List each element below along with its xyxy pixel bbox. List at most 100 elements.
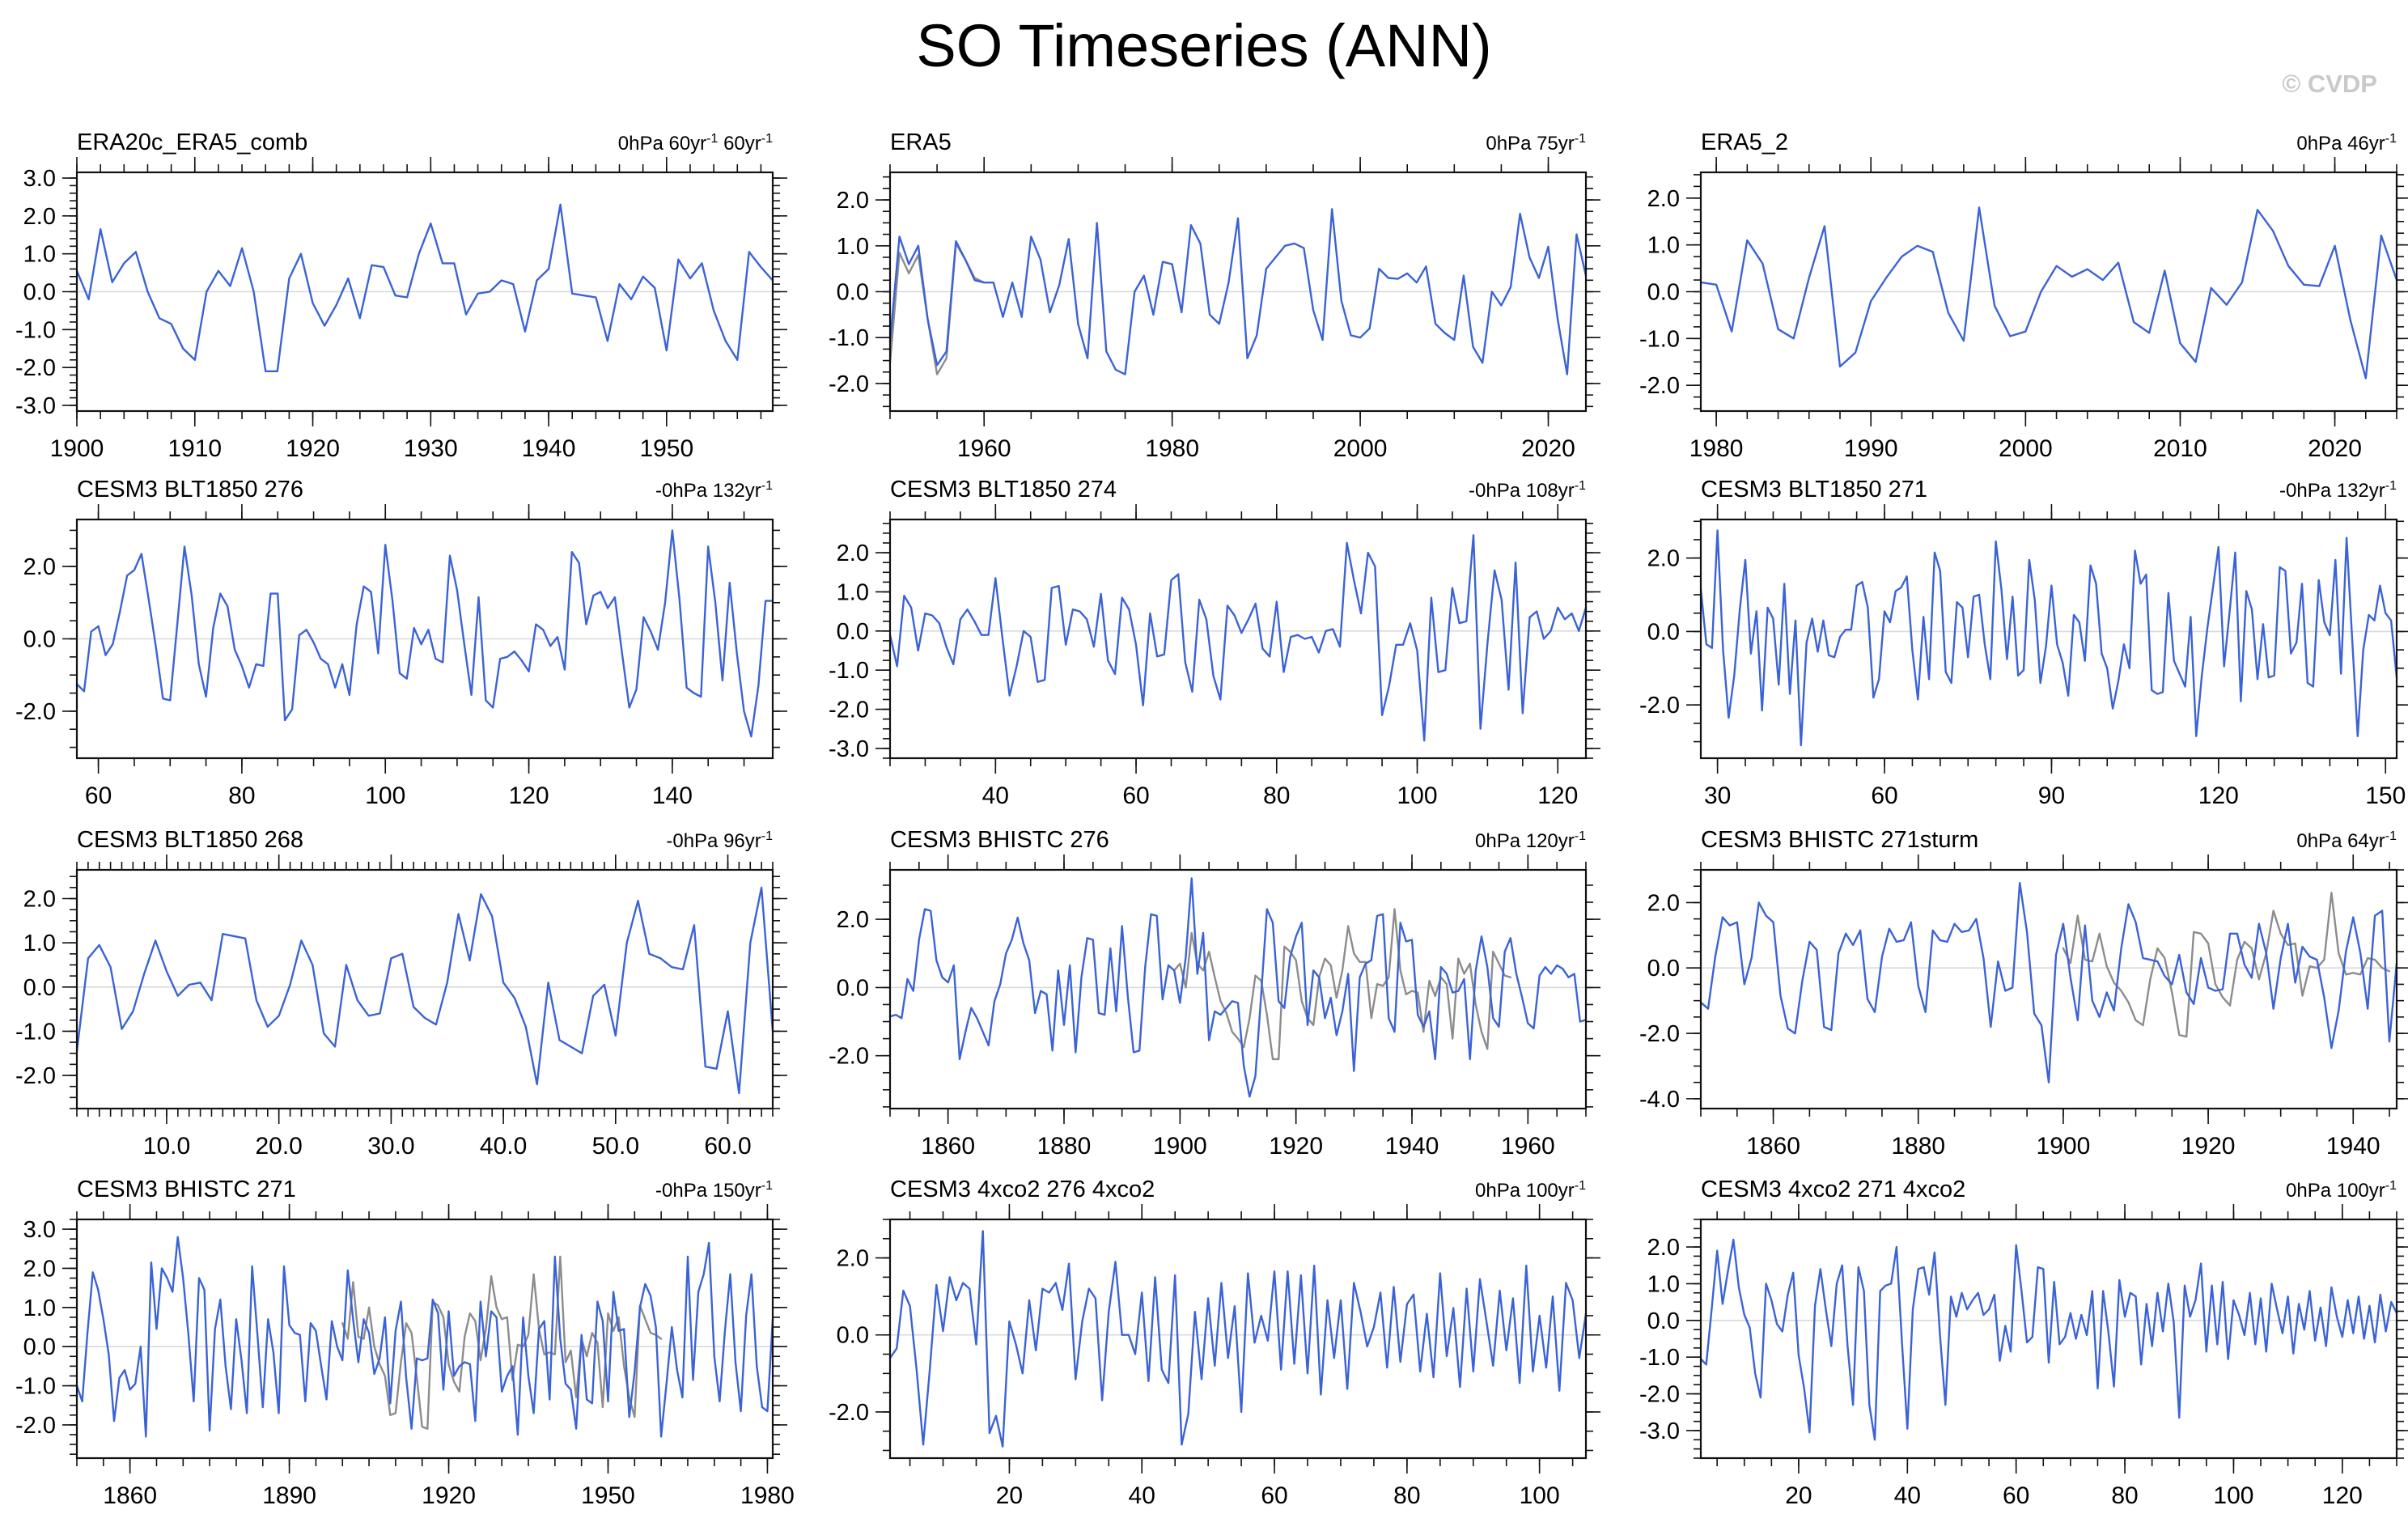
y-tick-label: -1.0 (1639, 1345, 1680, 1371)
y-tick-label: 2.0 (837, 188, 869, 214)
y-tick-label: 0.0 (837, 619, 869, 645)
x-tick-label: 80 (1263, 782, 1290, 809)
x-tick-label: 20 (996, 1482, 1023, 1509)
x-tick-label: 1950 (639, 435, 693, 462)
y-tick-label: -3.0 (15, 393, 56, 419)
y-tick-label: -2.0 (1639, 1021, 1680, 1047)
x-tick-label: 60 (2003, 1482, 2029, 1509)
panel-trend-annotation: 0hPa 46yr-1 (2296, 132, 2397, 155)
x-tick-label: 1860 (103, 1482, 157, 1509)
x-tick-label: 1950 (581, 1482, 635, 1509)
x-tick-label: 1900 (2037, 1133, 2091, 1160)
x-tick-label: 1930 (404, 435, 458, 462)
timeseries-line (1699, 206, 2398, 380)
timeseries-line (75, 1236, 774, 1438)
panel-title: CESM3 BLT1850 276 (77, 477, 303, 502)
y-tick-label: 0.0 (23, 1334, 56, 1360)
panel-title: CESM3 BHISTC 271 (77, 1177, 296, 1202)
panel-title: CESM3 BLT1850 271 (1701, 477, 1927, 502)
timeseries-line (888, 534, 1588, 742)
chart-panel: 20 40 60 80 100 120 2.0 1.0 0.0 -1.0 -2.0 -3.0 CESM3… (1639, 1177, 2408, 1509)
x-tick-label: 120 (1537, 782, 1578, 809)
y-tick-label: 0.0 (1647, 1308, 1680, 1334)
y-tick-label: 0.0 (837, 280, 869, 306)
y-tick-label: 0.0 (23, 975, 56, 1001)
x-tick-label: 2020 (1521, 435, 1575, 462)
y-tick-label: 3.0 (23, 1217, 56, 1243)
x-tick-label: 100 (1520, 1482, 1560, 1509)
y-tick-label: 2.0 (837, 907, 869, 933)
panel-title: CESM3 BHISTC 276 (890, 827, 1109, 853)
timeseries-line-secondary (341, 1255, 663, 1430)
chart-panel: 40 60 80 100 120 2.0 1.0 0.0 -1.0 -2.0 -3.0 CESM3 B… (829, 477, 1600, 809)
x-tick-label: 2000 (1999, 435, 2053, 462)
y-tick-label: -1.0 (1639, 326, 1680, 352)
x-tick-label: 40 (1894, 1482, 1921, 1509)
panel-trend-annotation: 0hPa 120yr-1 (1475, 829, 1586, 852)
chart-panel: 10.0 20.0 30.0 40.0 50.0 60.0 2.0 1.0 0.0 -1.0 -2.… (15, 827, 787, 1160)
y-tick-label: 0.0 (23, 280, 56, 306)
x-tick-label: 40 (982, 782, 1009, 809)
y-tick-label: 0.0 (1647, 619, 1680, 645)
x-tick-label: 1900 (50, 435, 104, 462)
y-tick-label: 0.0 (23, 627, 56, 653)
x-tick-label: 1960 (1501, 1133, 1555, 1160)
y-tick-label: 1.0 (23, 931, 56, 956)
y-tick-label: -1.0 (829, 325, 869, 351)
y-tick-label: 2.0 (837, 1246, 869, 1272)
chart-panel: 1860 1890 1920 1950 1980 3.0 2.0 1.0 0.0 -1.0 -2.0… (15, 1177, 795, 1509)
y-tick-label: -3.0 (829, 736, 869, 762)
timeseries-line (1699, 529, 2398, 747)
page-title: SO Timeseries (ANN) (916, 12, 1492, 79)
y-tick-label: 3.0 (23, 166, 56, 192)
timeseries-line-secondary (1173, 908, 1511, 1061)
panel-trend-annotation: 0hPa 60yr-1 60yr-1 (618, 132, 773, 155)
chart-panel: 1960 1980 2000 2020 2.0 1.0 0.0 -1.0 -2.0 ERA5 0hP… (829, 129, 1600, 462)
x-tick-label: 1940 (2326, 1133, 2380, 1160)
y-tick-label: -2.0 (15, 355, 56, 381)
y-tick-label: 2.0 (23, 887, 56, 913)
timeseries-line (1699, 1238, 2398, 1441)
y-tick-label: -1.0 (15, 1374, 56, 1400)
panel-title: CESM3 BLT1850 268 (77, 827, 303, 853)
x-tick-label: 40 (1129, 1482, 1155, 1509)
y-tick-label: 1.0 (1647, 1271, 1680, 1297)
x-tick-label: 60.0 (704, 1133, 751, 1160)
y-tick-label: -3.0 (1639, 1418, 1680, 1444)
x-tick-label: 100 (2213, 1482, 2253, 1509)
y-tick-label: 1.0 (23, 242, 56, 268)
y-tick-label: -1.0 (15, 317, 56, 343)
x-tick-label: 10.0 (143, 1133, 190, 1160)
timeseries-line (888, 208, 1588, 375)
x-tick-label: 80 (228, 782, 255, 809)
panel-title: CESM3 BHISTC 271sturm (1701, 827, 1978, 853)
x-tick-label: 150 (2365, 782, 2406, 809)
x-tick-label: 2010 (2153, 435, 2207, 462)
cvdp-watermark: © CVDP (2282, 70, 2377, 98)
x-tick-label: 90 (2038, 782, 2065, 809)
x-tick-label: 60 (1871, 782, 1897, 809)
x-tick-label: 1880 (1037, 1133, 1092, 1160)
y-tick-label: 1.0 (23, 1295, 56, 1321)
x-tick-label: 1860 (921, 1133, 975, 1160)
x-tick-label: 20 (1785, 1482, 1812, 1509)
y-tick-label: -1.0 (15, 1019, 56, 1045)
chart-panel: 1860 1880 1900 1920 1940 2.0 0.0 -2.0 -4.0 CESM3 … (1639, 827, 2408, 1160)
x-tick-label: 60 (1122, 782, 1149, 809)
x-tick-label: 1940 (522, 435, 576, 462)
y-tick-label: -2.0 (829, 371, 869, 397)
y-tick-label: -2.0 (829, 1044, 869, 1070)
x-tick-label: 1920 (422, 1482, 476, 1509)
x-tick-label: 30 (1704, 782, 1731, 809)
panel-trend-annotation: -0hPa 132yr-1 (2279, 479, 2397, 502)
chart-panel: 60 80 100 120 140 2.0 0.0 -2.0 CESM3 BLT1850 276… (15, 477, 787, 809)
panel-title: CESM3 4xco2 271 4xco2 (1701, 1177, 1965, 1202)
timeseries-line (888, 877, 1588, 1098)
y-tick-label: 2.0 (1647, 186, 1680, 212)
chart-panel: 1860 1880 1900 1920 1940 1960 2.0 0.0 -2.0 CESM3 … (829, 827, 1600, 1160)
y-tick-label: 2.0 (1647, 546, 1680, 572)
y-tick-label: -2.0 (1639, 693, 1680, 719)
timeseries-line (888, 1230, 1588, 1448)
y-tick-label: -1.0 (829, 658, 869, 684)
